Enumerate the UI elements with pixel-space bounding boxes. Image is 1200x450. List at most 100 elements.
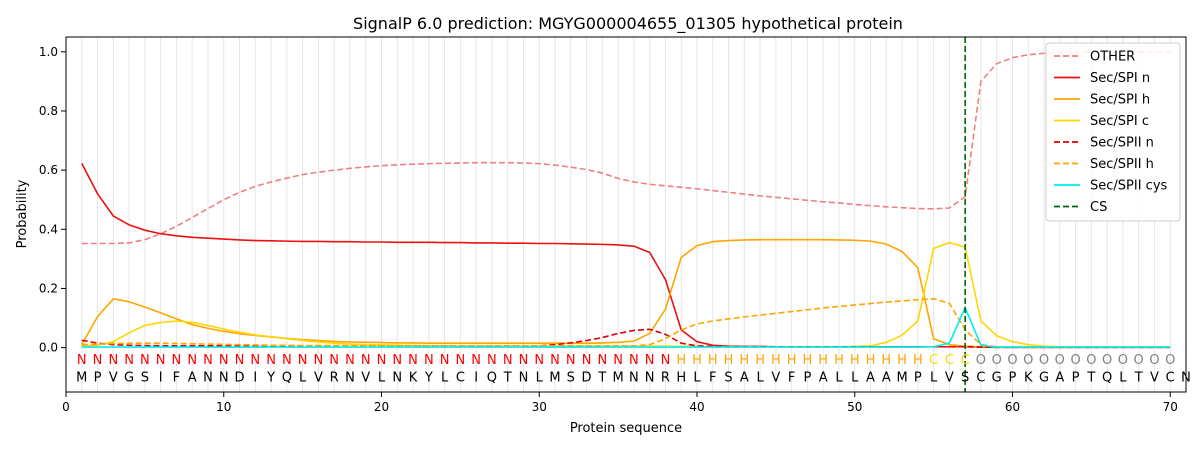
series-line-5 bbox=[81, 298, 1171, 348]
region-label: N bbox=[329, 353, 339, 368]
region-label: N bbox=[235, 353, 245, 368]
series-line-0 bbox=[81, 51, 1171, 245]
residue-label: R bbox=[330, 371, 339, 386]
residue-label: N bbox=[645, 371, 655, 386]
residue-label: L bbox=[378, 371, 386, 386]
legend-label: Sec/SPI h bbox=[1090, 93, 1150, 108]
region-label: O bbox=[1118, 353, 1128, 368]
residue-label: L bbox=[930, 371, 938, 386]
legend-box bbox=[1045, 42, 1181, 222]
plot-frame bbox=[65, 36, 1187, 393]
residue-label: I bbox=[253, 371, 257, 386]
region-label: H bbox=[818, 353, 828, 368]
legend-label: Sec/SPII h bbox=[1090, 157, 1154, 172]
region-label: N bbox=[156, 353, 166, 368]
region-label: O bbox=[976, 353, 986, 368]
legend: OTHER Sec/SPI n Sec/SPI h Sec/SPI c Sec/SPII… bbox=[1045, 42, 1181, 222]
region-label: H bbox=[850, 353, 860, 368]
residue-label: F bbox=[788, 371, 795, 386]
region-label: O bbox=[1055, 353, 1065, 368]
region-label: N bbox=[582, 353, 592, 368]
series-line-2 bbox=[81, 238, 1171, 348]
region-label: N bbox=[440, 353, 450, 368]
residue-label: A bbox=[882, 371, 891, 386]
region-label: C bbox=[945, 353, 954, 368]
region-label: N bbox=[314, 353, 324, 368]
region-label: H bbox=[771, 353, 781, 368]
residue-label: M bbox=[549, 371, 560, 386]
legend-label: OTHER bbox=[1090, 50, 1135, 65]
region-label: N bbox=[172, 353, 182, 368]
region-label: H bbox=[755, 353, 765, 368]
region-label: C bbox=[961, 353, 970, 368]
residue-label: V bbox=[361, 371, 370, 386]
series-line-6 bbox=[81, 305, 1171, 348]
residue-label: N bbox=[392, 371, 402, 386]
residue-label: Y bbox=[266, 371, 275, 386]
region-label: N bbox=[282, 353, 292, 368]
residue-label: V bbox=[314, 371, 323, 386]
residue-label: Q bbox=[487, 371, 497, 386]
x-tick-label: 10 bbox=[216, 400, 231, 414]
legend-label: CS bbox=[1090, 200, 1107, 215]
residue-label: T bbox=[1134, 371, 1143, 386]
region-label: H bbox=[866, 353, 876, 368]
residue-label: K bbox=[409, 371, 418, 386]
region-label: H bbox=[739, 353, 749, 368]
residue-label: L bbox=[756, 371, 764, 386]
residue-label: T bbox=[597, 371, 606, 386]
residue-label: L bbox=[693, 371, 701, 386]
region-label: H bbox=[881, 353, 891, 368]
legend-label: Sec/SPI n bbox=[1090, 71, 1150, 86]
residue-label: P bbox=[1072, 371, 1080, 386]
region-label: O bbox=[1070, 353, 1080, 368]
residue-label: V bbox=[1150, 371, 1159, 386]
region-label: O bbox=[1086, 353, 1096, 368]
region-label: H bbox=[676, 353, 686, 368]
region-label: N bbox=[377, 353, 387, 368]
region-label: N bbox=[519, 353, 529, 368]
chart-title: SignalP 6.0 prediction: MGYG000004655_01… bbox=[353, 14, 903, 34]
x-tick-label: 70 bbox=[1163, 400, 1178, 414]
region-label: N bbox=[77, 353, 87, 368]
residue-label: A bbox=[188, 371, 197, 386]
legend-label: Sec/SPI c bbox=[1090, 114, 1149, 129]
residue-label: M bbox=[76, 371, 87, 386]
residue-label: L bbox=[835, 371, 843, 386]
region-label: O bbox=[1023, 353, 1033, 368]
residue-label: G bbox=[992, 371, 1002, 386]
x-tick-label: 60 bbox=[1005, 400, 1020, 414]
residue-label: M bbox=[613, 371, 624, 386]
region-label: N bbox=[455, 353, 465, 368]
residue-label: N bbox=[345, 371, 355, 386]
region-label: O bbox=[1165, 353, 1175, 368]
residue-label: Q bbox=[282, 371, 292, 386]
region-label: O bbox=[1134, 353, 1144, 368]
residue-label: F bbox=[173, 371, 180, 386]
residue-label: P bbox=[94, 371, 102, 386]
region-label: N bbox=[629, 353, 639, 368]
region-label: H bbox=[692, 353, 702, 368]
region-label: H bbox=[787, 353, 797, 368]
y-tick-label: 0.8 bbox=[39, 104, 58, 118]
region-label: N bbox=[392, 353, 402, 368]
residue-label: T bbox=[1086, 371, 1095, 386]
residue-label: G bbox=[124, 371, 134, 386]
y-tick-label: 1.0 bbox=[39, 45, 58, 59]
residue-label: F bbox=[709, 371, 716, 386]
x-tick-label: 0 bbox=[62, 400, 70, 414]
region-label: O bbox=[1039, 353, 1049, 368]
residue-label: D bbox=[235, 371, 245, 386]
residue-label: L bbox=[299, 371, 307, 386]
region-label: H bbox=[834, 353, 844, 368]
region-label: N bbox=[471, 353, 481, 368]
plot-lines bbox=[81, 37, 1171, 392]
region-label: H bbox=[913, 353, 923, 368]
residue-label: T bbox=[503, 371, 512, 386]
region-label: N bbox=[345, 353, 355, 368]
residue-label: I bbox=[159, 371, 163, 386]
region-label: N bbox=[566, 353, 576, 368]
sequence-labels: NMNPNVNGNSNINFNANNNNNDNINYNQNLNVNRNNNVNL… bbox=[76, 353, 1191, 386]
residue-label: R bbox=[661, 371, 670, 386]
